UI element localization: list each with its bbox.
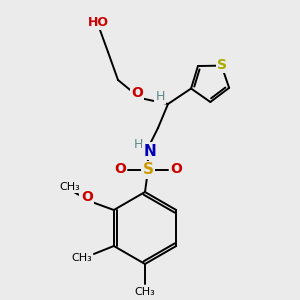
- Text: H: H: [155, 89, 165, 103]
- Text: H: H: [133, 137, 143, 151]
- Text: O: O: [170, 162, 182, 176]
- Text: S: S: [142, 163, 154, 178]
- Text: HO: HO: [88, 16, 109, 28]
- Text: S: S: [218, 58, 227, 72]
- Text: O: O: [81, 190, 93, 204]
- Text: O: O: [114, 162, 126, 176]
- Text: CH₃: CH₃: [135, 287, 155, 297]
- Text: CH₃: CH₃: [59, 182, 80, 192]
- Text: N: N: [144, 143, 156, 158]
- Text: CH₃: CH₃: [71, 253, 92, 263]
- Text: O: O: [131, 86, 143, 100]
